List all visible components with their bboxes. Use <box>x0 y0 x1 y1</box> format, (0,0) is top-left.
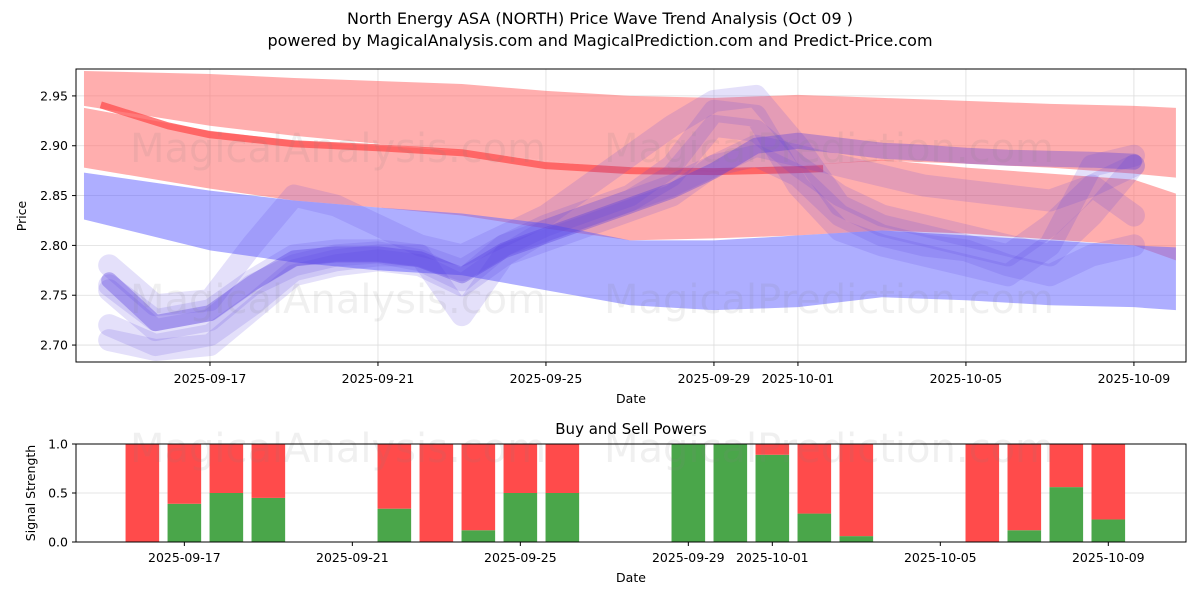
signal-x-tick-label: 2025-10-09 <box>1072 550 1145 565</box>
buy-bar <box>713 444 748 542</box>
blue-band <box>83 172 1176 311</box>
signal-x-tick-label: 2025-09-21 <box>316 550 389 565</box>
chart-subtitle: powered by MagicalAnalysis.com and Magic… <box>267 31 933 50</box>
price-watermarks: MagicalAnalysis.com MagicalPrediction.co… <box>130 126 1054 323</box>
signal-x-tick-label: 2025-10-01 <box>736 550 809 565</box>
sell-bar <box>167 444 202 504</box>
buy-bar <box>1091 519 1126 542</box>
buy-bar <box>545 493 580 542</box>
buy-bar <box>503 493 538 542</box>
buy-bar <box>251 497 286 542</box>
price-y-tick-label: 2.75 <box>40 288 68 303</box>
price-x-tick-label: 2025-10-01 <box>762 371 835 386</box>
signal-x-tick-label: 2025-09-17 <box>148 550 221 565</box>
buy-bar <box>461 530 496 542</box>
buy-bar <box>797 513 832 542</box>
sell-bar <box>1091 444 1126 520</box>
signal-axes: 0.0 0.5 1.0 2025-09-17 2025-09-21 2025-09-25 2… <box>48 437 1145 566</box>
sell-bar <box>965 444 1000 542</box>
signal-x-tick-label: 2025-09-25 <box>484 550 557 565</box>
sell-bar <box>461 444 496 531</box>
watermark-text: MagicalAnalysis.com <box>130 426 546 472</box>
price-x-tick-label: 2025-10-09 <box>1098 371 1171 386</box>
sell-bar <box>755 444 790 455</box>
signal-bars <box>125 444 1126 542</box>
watermark-text: MagicalAnalysis.com <box>130 126 546 172</box>
watermark-text: MagicalPrediction.com <box>604 426 1054 472</box>
chart-title: North Energy ASA (NORTH) Price Wave Tren… <box>347 9 853 28</box>
sell-bar <box>545 444 580 493</box>
price-x-axis-label: Date <box>616 391 646 406</box>
signal-y-tick-label: 0.5 <box>48 486 68 501</box>
wave-3 <box>98 84 1145 317</box>
sell-bar <box>377 444 412 509</box>
price-x-tick-label: 2025-09-21 <box>342 371 415 386</box>
sell-bar <box>251 444 286 498</box>
sell-bar <box>1007 444 1042 531</box>
price-x-tick-label: 2025-09-29 <box>678 371 751 386</box>
price-axes: 2025-09-17 2025-09-21 2025-09-25 2025-09-29… <box>40 88 1170 386</box>
signal-watermarks: MagicalAnalysis.com MagicalPrediction.co… <box>130 426 1054 472</box>
watermark-text: MagicalAnalysis.com <box>130 277 546 323</box>
price-x-tick-label: 2025-09-25 <box>510 371 583 386</box>
price-x-tick-label: 2025-09-17 <box>174 371 247 386</box>
buy-bar <box>839 536 874 542</box>
buy-bar <box>671 444 706 542</box>
price-y-tick-label: 2.80 <box>40 238 68 253</box>
sell-bar <box>797 444 832 514</box>
buy-bar <box>209 493 244 542</box>
sell-bar <box>839 444 874 537</box>
price-y-tick-label: 2.85 <box>40 188 68 203</box>
price-y-tick-label: 2.70 <box>40 338 68 353</box>
watermark-text: MagicalPrediction.com <box>604 277 1054 323</box>
price-waves <box>98 84 1145 362</box>
wave-2 <box>98 99 1145 342</box>
watermark-text: MagicalPrediction.com <box>604 126 1054 172</box>
wave-4 <box>98 114 1145 357</box>
buy-bar <box>1007 530 1042 542</box>
sell-bar <box>1049 444 1084 488</box>
signal-chart-title: Buy and Sell Powers <box>555 420 707 438</box>
price-bands <box>83 70 1176 311</box>
price-y-tick-label: 2.90 <box>40 138 68 153</box>
price-x-tick-label: 2025-10-05 <box>930 371 1003 386</box>
signal-x-tick-label: 2025-09-29 <box>652 550 725 565</box>
buy-bar <box>755 454 790 542</box>
signal-y-axis-label: Signal Strength <box>23 445 38 541</box>
sell-bar <box>503 444 538 493</box>
price-plot-frame <box>75 68 1187 363</box>
red-upper-band <box>83 70 1176 178</box>
wave-5 <box>98 144 1145 362</box>
sell-bar <box>209 444 244 493</box>
signal-x-tick-label: 2025-10-05 <box>904 550 977 565</box>
signal-y-tick-label: 0.0 <box>48 535 68 550</box>
price-y-tick-label: 2.95 <box>40 88 68 103</box>
signal-x-axis-label: Date <box>616 570 646 585</box>
price-y-axis-label: Price <box>14 200 29 231</box>
sell-bar <box>419 444 454 542</box>
wave-6 <box>98 134 1145 332</box>
red-trend-line <box>99 101 824 176</box>
wave-main <box>101 132 1142 332</box>
sell-bar <box>125 444 160 542</box>
signal-y-tick-label: 1.0 <box>48 437 68 452</box>
buy-bar <box>167 503 202 542</box>
buy-bar <box>377 508 412 542</box>
buy-bar <box>1049 487 1084 542</box>
